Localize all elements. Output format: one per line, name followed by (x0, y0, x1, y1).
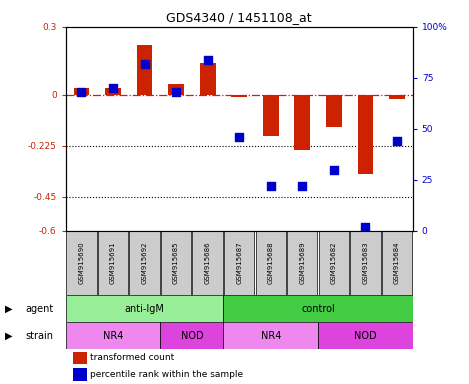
Bar (66, 322, 160, 349)
Bar (263, 95, 279, 136)
Bar (168, 84, 184, 95)
Bar (223, 322, 318, 349)
Text: GSM915683: GSM915683 (363, 242, 368, 285)
Text: GSM915689: GSM915689 (299, 242, 305, 285)
Bar (357, 95, 373, 174)
Bar (350, 231, 380, 295)
Text: GSM915692: GSM915692 (142, 242, 148, 285)
Bar (160, 322, 223, 349)
Point (330, 167, 338, 173)
Bar (98, 231, 128, 295)
Text: GSM915687: GSM915687 (236, 242, 242, 285)
Bar (326, 95, 342, 127)
Text: agent: agent (26, 304, 54, 314)
Bar (295, 95, 310, 151)
Bar (382, 231, 412, 295)
Point (204, 56, 212, 63)
Bar (105, 88, 121, 95)
Bar (66, 231, 97, 295)
Point (109, 85, 117, 91)
Text: GSM915691: GSM915691 (110, 242, 116, 285)
Bar (192, 231, 223, 295)
Bar (318, 322, 413, 349)
Text: NR4: NR4 (103, 331, 123, 341)
Bar (200, 63, 216, 95)
Bar (73, 368, 87, 381)
Text: GSM915688: GSM915688 (268, 242, 274, 285)
Bar (223, 295, 413, 322)
Bar (73, 351, 87, 364)
Point (235, 134, 243, 140)
Bar (319, 231, 349, 295)
Text: GSM915685: GSM915685 (173, 242, 179, 285)
Point (141, 61, 148, 67)
Text: NOD: NOD (181, 331, 203, 341)
Point (267, 183, 274, 189)
Text: ▶: ▶ (5, 304, 12, 314)
Text: control: control (301, 304, 335, 314)
Text: anti-IgM: anti-IgM (125, 304, 165, 314)
Text: NR4: NR4 (261, 331, 281, 341)
Text: ▶: ▶ (5, 331, 12, 341)
Point (393, 138, 401, 144)
Bar (256, 231, 286, 295)
Bar (224, 231, 254, 295)
Bar (129, 231, 159, 295)
Text: strain: strain (26, 331, 54, 341)
Bar (161, 231, 191, 295)
Text: NOD: NOD (354, 331, 377, 341)
Text: GSM915684: GSM915684 (394, 242, 400, 285)
Point (172, 89, 180, 95)
Point (362, 224, 369, 230)
Bar (287, 231, 318, 295)
Text: GSM915686: GSM915686 (204, 242, 211, 285)
Bar (66, 295, 223, 322)
Bar (231, 95, 247, 97)
Title: GDS4340 / 1451108_at: GDS4340 / 1451108_at (166, 11, 312, 24)
Point (78, 89, 85, 95)
Text: percentile rank within the sample: percentile rank within the sample (90, 370, 243, 379)
Bar (136, 45, 152, 95)
Bar (389, 95, 405, 99)
Text: transformed count: transformed count (90, 353, 174, 362)
Text: GSM915682: GSM915682 (331, 242, 337, 285)
Point (299, 183, 306, 189)
Text: GSM915690: GSM915690 (78, 242, 84, 285)
Bar (74, 88, 89, 95)
